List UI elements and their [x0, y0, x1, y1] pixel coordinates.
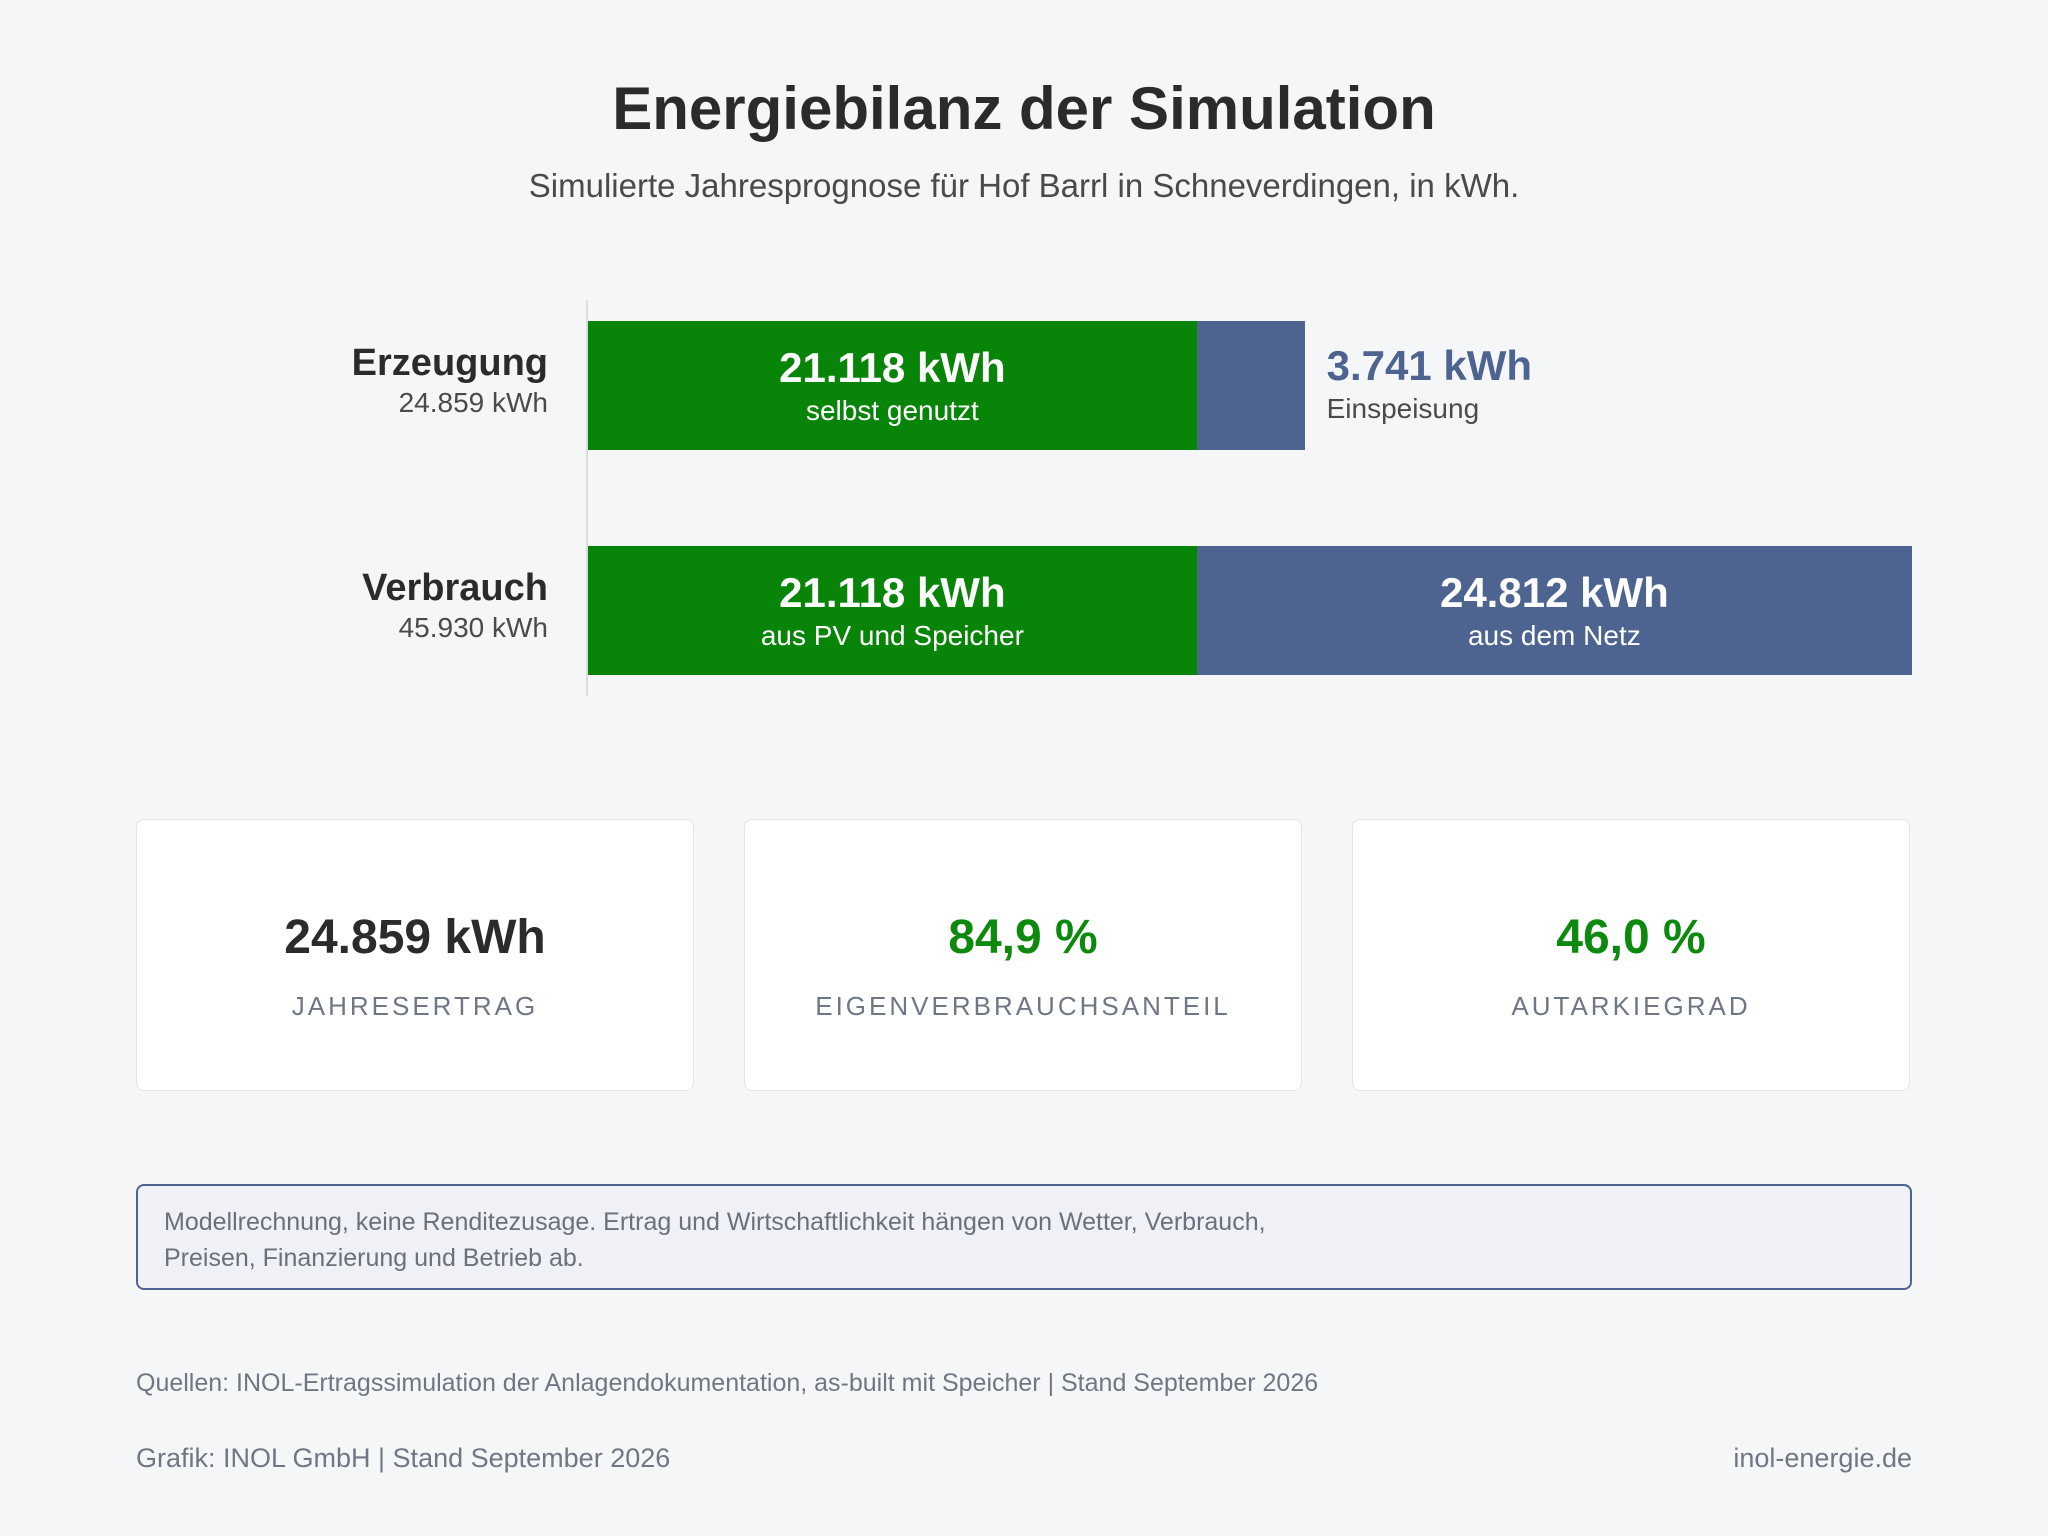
- category-total: 45.930 kWh: [398, 612, 548, 643]
- kpi-value: 46,0 %: [1556, 911, 1706, 964]
- sources-text: Quellen: INOL-Ertragssimulation der Anla…: [136, 1369, 1319, 1397]
- category-total: 24.859 kWh: [398, 387, 548, 418]
- bar-segment: 21.118 kWh aus PV und Speicher: [588, 546, 1197, 675]
- disclaimer-text: Modellrechnung, keine Renditezusage. Ert…: [164, 1208, 1266, 1272]
- category-label: Erzeugung 24.859 kWh: [352, 341, 548, 421]
- outside-data-label: 3.741 kWh Einspeisung: [1327, 341, 1532, 427]
- chart-title: Energiebilanz der Simulation: [612, 75, 1436, 142]
- category-name: Erzeugung: [351, 342, 548, 384]
- data-label-value: 21.118 kWh: [779, 343, 1006, 391]
- category-name: Verbrauch: [362, 567, 548, 609]
- kpi-value: 84,9 %: [948, 911, 1098, 964]
- y-axis-line: [586, 300, 588, 696]
- data-label-value: 24.812 kWh: [1439, 568, 1669, 616]
- chart-subtitle: Simulierte Jahresprognose für Hof Barrl …: [528, 167, 1520, 204]
- kpi-label: EIGENVERBRAUCHSANTEIL: [815, 991, 1231, 1021]
- bar-segment: 21.118 kWh selbst genutzt: [588, 321, 1197, 450]
- data-label-text: aus dem Netz: [1467, 619, 1641, 651]
- kpi-card-self-consumption: 84,9 % EIGENVERBRAUCHSANTEIL: [744, 819, 1302, 1091]
- footer-website: inol-energie.de: [1733, 1443, 1912, 1473]
- kpi-card-autarky: 46,0 % AUTARKIEGRAD: [1352, 819, 1910, 1091]
- kpi-value: 24.859 kWh: [284, 911, 546, 964]
- bar-segment: [1196, 321, 1305, 450]
- data-label-value: 3.741 kWh: [1326, 342, 1533, 389]
- kpi-label: AUTARKIEGRAD: [1511, 991, 1751, 1021]
- data-label-text: aus PV und Speicher: [760, 619, 1024, 651]
- data-label-value: 21.118 kWh: [779, 568, 1006, 616]
- category-label: Verbrauch 45.930 kWh: [362, 566, 548, 646]
- bar-segment: 24.812 kWh aus dem Netz: [1196, 546, 1912, 675]
- kpi-label: JAHRESERTRAG: [291, 991, 539, 1021]
- footer-credit: Grafik: INOL GmbH | Stand September 2026: [136, 1443, 671, 1473]
- disclaimer-note: Modellrechnung, keine Renditezusage. Ert…: [136, 1184, 1912, 1290]
- energy-balance-chart: Erzeugung 24.859 kWh 21.118 kWh selbst genu…: [0, 0, 2048, 720]
- kpi-card-annual-yield: 24.859 kWh JAHRESERTRAG: [136, 819, 694, 1091]
- data-label-text: selbst genutzt: [805, 394, 979, 426]
- data-label-text: Einspeisung: [1326, 393, 1480, 424]
